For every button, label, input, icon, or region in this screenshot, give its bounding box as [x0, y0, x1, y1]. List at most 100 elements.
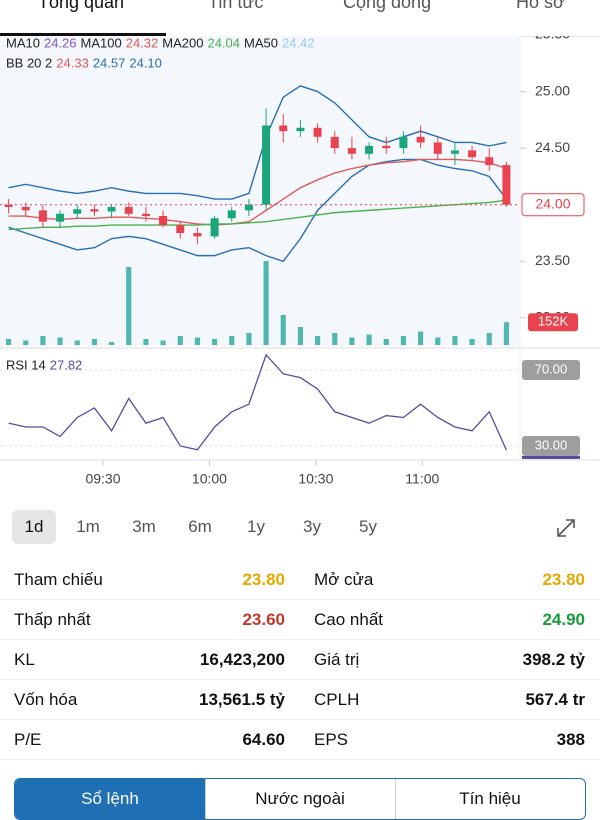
- stat-value: 23.80: [542, 570, 585, 589]
- stats-row: P/E 64.60 EPS 388: [0, 720, 600, 760]
- stat-value: 13,561.5 tỷ: [198, 690, 285, 709]
- candle-body: [313, 127, 322, 137]
- indicator-line: [8, 158, 507, 263]
- tab[interactable]: Tin tức: [208, 0, 264, 12]
- candle-body: [176, 225, 185, 233]
- legend-name: MA50: [244, 36, 278, 50]
- candle-body: [4, 204, 13, 207]
- rsi-tag: [522, 435, 580, 456]
- stat-value: 64.60: [242, 730, 285, 749]
- period-button[interactable]: 1y: [247, 517, 265, 536]
- stats-table: Tham chiếu 23.80 Mở cửa 23.80 Thấp nhất 23.60…: [0, 560, 600, 760]
- candle-body: [193, 232, 202, 237]
- volume-bar: [212, 339, 218, 345]
- x-tick-label: 10:30: [298, 471, 333, 487]
- rsi-tag: [522, 360, 580, 381]
- volume-bar: [297, 327, 303, 345]
- volume-bar: [315, 336, 321, 345]
- rsi-tag-label: 70.00: [535, 361, 568, 376]
- volume-bar: [194, 337, 200, 345]
- bottom-tab[interactable]: Sổ lệnh: [15, 779, 206, 819]
- legend-value: 24.26: [44, 36, 77, 50]
- candle-body: [502, 165, 511, 205]
- volume-bar: [486, 333, 492, 345]
- volume-bar: [435, 337, 441, 345]
- candle-body: [159, 216, 168, 226]
- volume-bar: [23, 340, 29, 345]
- legend-value: 24.04: [207, 36, 240, 50]
- rsi-tag-label: 30.00: [535, 437, 568, 452]
- period-button[interactable]: 3y: [303, 517, 321, 536]
- y-tick-label: 25.00: [535, 82, 570, 98]
- stat-value: 24.90: [542, 610, 585, 629]
- volume-tag: [528, 313, 578, 332]
- tab[interactable]: Hồ sơ: [516, 0, 565, 12]
- stat-label: Giá trị: [314, 650, 360, 669]
- candle-body: [107, 206, 116, 212]
- period-button[interactable]: 1m: [76, 517, 100, 536]
- volume-bar: [280, 315, 286, 345]
- stat-label: CPLH: [314, 690, 360, 709]
- stat-label: Vốn hóa: [14, 690, 78, 709]
- legend-value: 24.57: [93, 55, 126, 70]
- stats-row: Vốn hóa 13,561.5 tỷ CPLH 567.4 tr: [0, 680, 600, 720]
- legend-name: MA200: [162, 36, 203, 50]
- volume-bar: [143, 339, 149, 345]
- candle-body: [416, 136, 425, 143]
- bottom-tab[interactable]: Tín hiệu: [395, 779, 585, 819]
- candle-body: [279, 125, 288, 132]
- volume-bar: [160, 340, 166, 345]
- price-tag-label: 24.00: [535, 195, 570, 211]
- candle-body: [347, 148, 356, 154]
- volume-bar: [6, 339, 12, 345]
- stat-label: KL: [14, 650, 35, 669]
- top-tabs: Tổng quan Tin tức Cộng đồng Hồ sơ: [0, 0, 600, 37]
- tab[interactable]: Cộng đồng: [343, 0, 432, 12]
- volume-tag-label: 152K: [538, 314, 569, 329]
- candle-body: [468, 150, 477, 158]
- volume-bar: [366, 334, 372, 345]
- tab[interactable]: Tổng quan: [38, 0, 125, 12]
- stat-value: 16,423,200: [199, 650, 285, 669]
- volume-bar: [349, 337, 355, 345]
- stat-label: Thấp nhất: [14, 610, 91, 629]
- candle-body: [485, 157, 494, 166]
- candle-body: [124, 206, 133, 214]
- indicator-line: [8, 199, 507, 231]
- stats-row: KL 16,423,200 Giá trị 398.2 tỷ: [0, 640, 600, 680]
- candle-body: [296, 127, 305, 132]
- candle-body: [38, 210, 47, 222]
- period-button[interactable]: 6m: [188, 517, 212, 536]
- period-button[interactable]: 1d: [12, 510, 56, 544]
- volume-bar: [332, 333, 338, 345]
- bottom-tab[interactable]: Nước ngoài: [205, 779, 396, 819]
- y-tick-label: 24.50: [535, 139, 570, 155]
- legend-value: 24.42: [282, 36, 315, 50]
- volume-bar: [109, 342, 115, 345]
- rsi-marker: [522, 456, 580, 459]
- stat-label: P/E: [14, 730, 42, 749]
- volume-bar: [57, 337, 63, 345]
- main-pane-bg: [0, 36, 520, 346]
- volume-bar: [246, 333, 252, 345]
- legend-value: 24.32: [126, 36, 159, 50]
- stat-value: 23.60: [242, 610, 285, 629]
- stat-label: Tham chiếu: [14, 570, 103, 589]
- bottom-tabs: Sổ lệnh Nước ngoài Tín hiệu: [14, 778, 586, 820]
- candle-body: [450, 150, 459, 154]
- candle-body: [90, 209, 99, 212]
- period-button[interactable]: 5y: [359, 517, 377, 536]
- stat-value: 567.4 tr: [525, 690, 585, 709]
- volume-bar: [469, 339, 475, 345]
- expand-icon[interactable]: [555, 517, 577, 539]
- stat-label: Cao nhất: [314, 610, 383, 629]
- volume-bar: [126, 267, 132, 345]
- legend-name: MA100: [81, 36, 122, 50]
- volume-bar: [40, 336, 46, 345]
- price-tag: [521, 193, 585, 217]
- candle-body: [141, 213, 150, 217]
- candle-body: [262, 125, 271, 205]
- period-button[interactable]: 3m: [132, 517, 156, 536]
- tab-underline: [0, 33, 166, 36]
